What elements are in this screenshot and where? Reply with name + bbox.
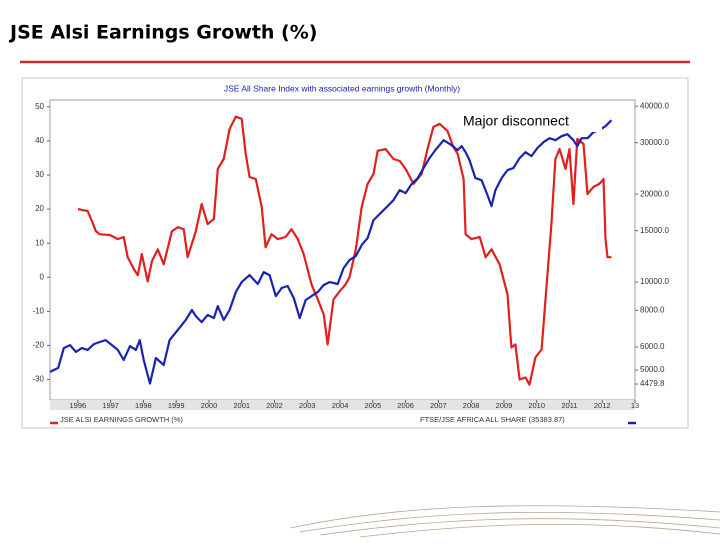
x-tick-label: 2008 (463, 401, 480, 410)
y2-tick-label: 15000.0 (640, 226, 669, 235)
x-tick-label: 2002 (266, 401, 283, 410)
series-line (77, 115, 612, 386)
x-tick-label: 1997 (102, 401, 119, 410)
y2-tick-label: 5000.0 (640, 365, 665, 374)
y2-tick-label: 10000.0 (640, 277, 669, 286)
y2-tick-label: 6000.0 (640, 342, 665, 351)
legend-label: JSE ALSI EARNINGS GROWTH (%) (60, 415, 183, 424)
plot: -30 -20 -10 0 10 20 30 40 50 4479.8 5000.0 6000.0 80… (32, 101, 669, 425)
x-tick-label: 2001 (233, 401, 250, 410)
series-line (49, 119, 613, 385)
x-tick-label: 2000 (201, 401, 218, 410)
x-tick-label: 2003 (299, 401, 316, 410)
x-tick-label: 2010 (528, 401, 545, 410)
x-axis-band (50, 400, 635, 410)
slide-title: JSE Alsi Earnings Growth (%) (8, 22, 317, 44)
y-tick-label: 30 (35, 170, 44, 179)
x-tick-label: 2004 (332, 401, 349, 410)
y-tick-label: 0 (40, 272, 45, 281)
y-tick-label: 50 (35, 102, 44, 111)
y-tick-label: 20 (35, 204, 44, 213)
x-tick-label: 1999 (168, 401, 185, 410)
decoration (289, 505, 720, 538)
y2-tick-label: 20000.0 (640, 189, 669, 198)
y-tick-label: -10 (32, 306, 44, 315)
x-tick-label: 1996 (70, 401, 87, 410)
y-tick-label: -30 (32, 375, 44, 384)
x-tick-label: 13 (631, 401, 639, 410)
x-tick-label: 2012 (594, 401, 611, 410)
y-tick-label: 10 (35, 238, 44, 247)
x-tick-label: 1998 (135, 401, 152, 410)
y-tick-label: 40 (35, 136, 44, 145)
y2-tick-label: 30000.0 (640, 138, 669, 147)
chart-title: JSE All Share Index with associated earn… (224, 83, 460, 93)
y-tick-label: -20 (32, 341, 44, 350)
annotation-box (460, 112, 602, 132)
y2-tick-label: 40000.0 (640, 101, 669, 110)
y2-tick-label: 4479.8 (640, 379, 665, 388)
x-tick-label: 2006 (397, 401, 414, 410)
legend-label: FTSE/JSE AFRICA ALL SHARE (35383.87) (420, 415, 565, 424)
x-tick-label: 2007 (430, 401, 447, 410)
x-tick-label: 2009 (496, 401, 513, 410)
plot-area (49, 99, 636, 401)
y2-tick-label: 8000.0 (640, 306, 665, 315)
x-tick-label: 2005 (364, 401, 381, 410)
annotation: Major disconnect (463, 113, 569, 129)
x-tick-label: 2011 (561, 401, 577, 410)
